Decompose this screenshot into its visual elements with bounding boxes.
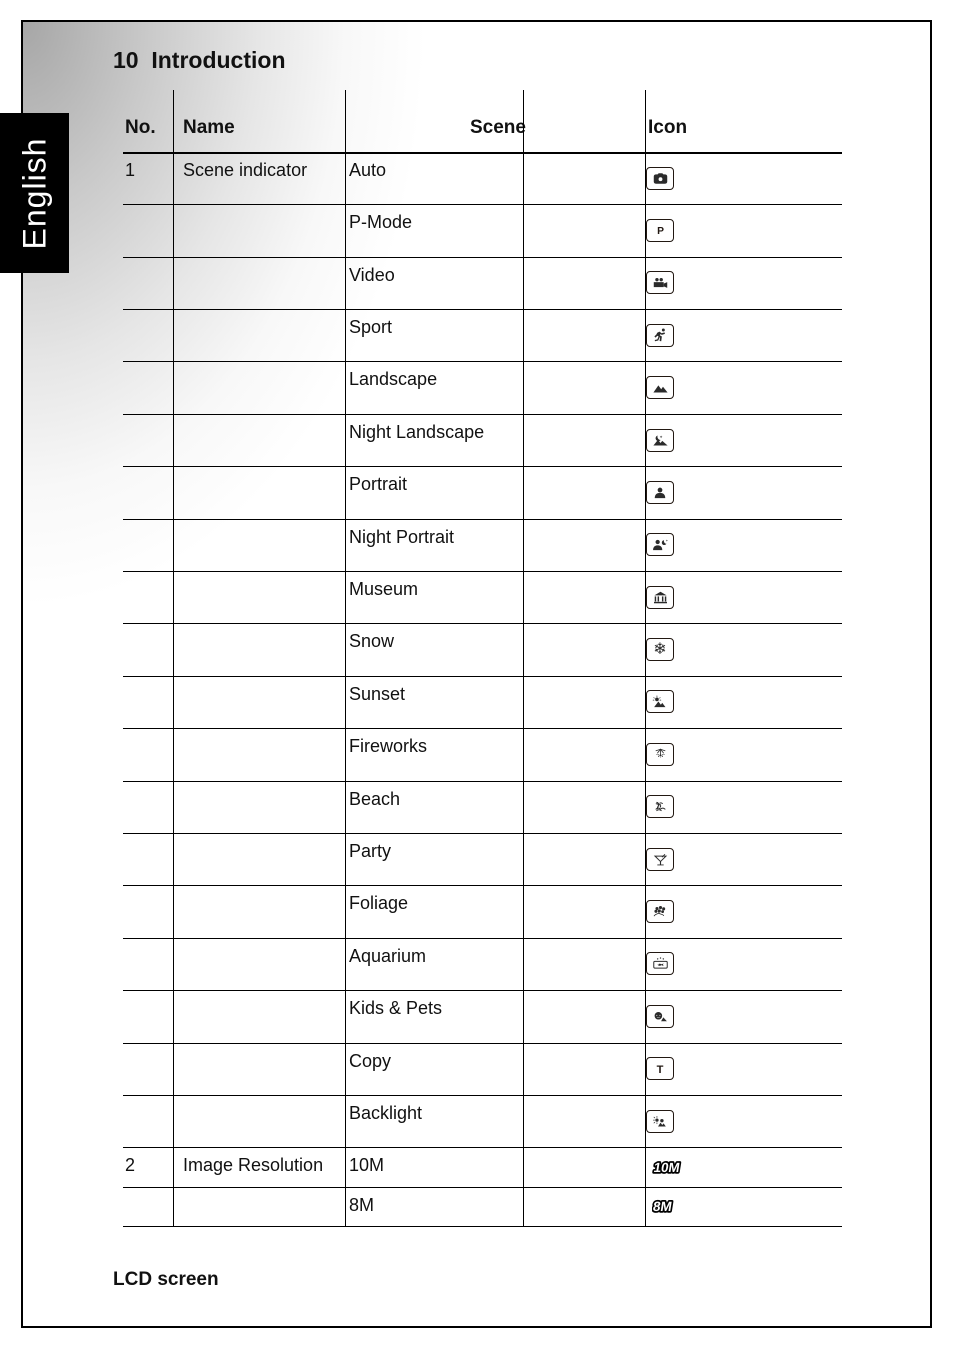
- svg-text:10M: 10M: [653, 1160, 681, 1175]
- svg-text:T: T: [657, 1064, 664, 1076]
- svg-text:8M: 8M: [652, 1200, 673, 1215]
- svg-text:P: P: [657, 226, 664, 237]
